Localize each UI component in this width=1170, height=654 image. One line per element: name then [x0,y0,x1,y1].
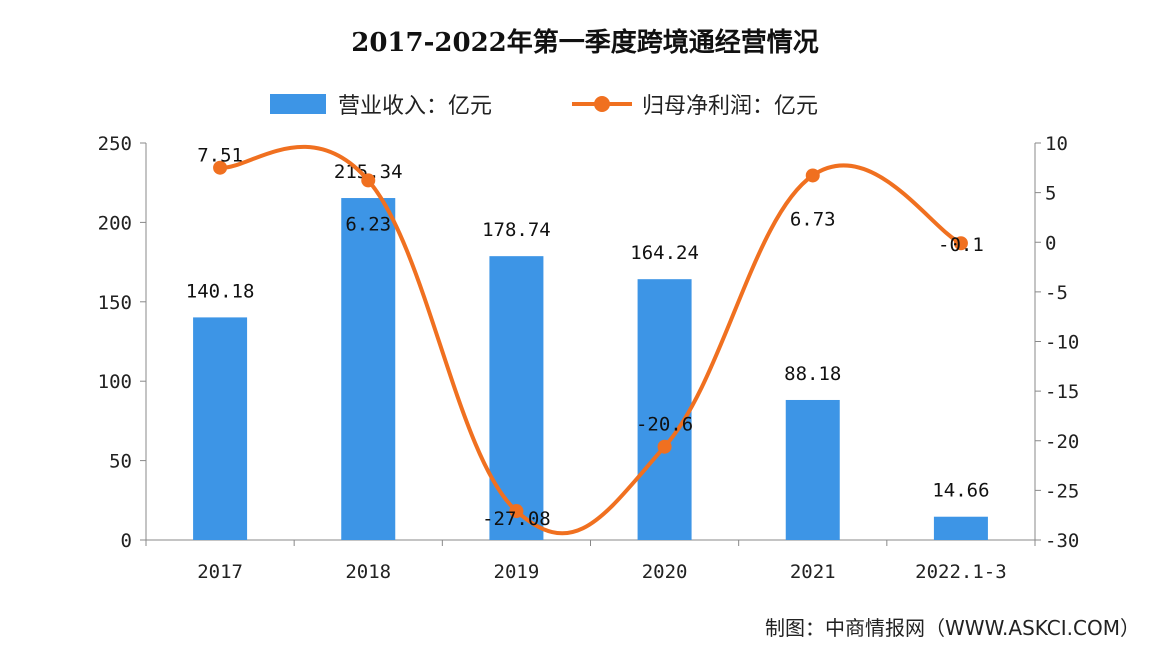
legend-bar-swatch [270,94,326,114]
bar [193,317,248,540]
line-value-label: 6.23 [345,213,391,235]
bar-value-label: 88.18 [784,363,841,385]
bar [489,256,544,540]
right-tick-label: 5 [1045,183,1056,205]
x-tick-label: 2017 [197,561,243,583]
chart-title: 2017-2022年第一季度跨境通经营情况 [351,28,819,58]
legend-line-label: 归母净利润：亿元 [642,94,819,119]
line-series [219,145,962,536]
bar-value-label: 164.24 [630,242,699,264]
line-point [953,236,968,251]
line-point [805,168,820,183]
source-note: 制图：中商情报网（WWW.ASKCI.COM） [765,616,1140,640]
bar [637,279,692,540]
line-point [509,504,524,519]
x-tick-label: 2020 [642,561,688,583]
legend: 营业收入：亿元 归母净利润：亿元 [270,88,818,120]
right-tick-label: -10 [1045,332,1079,354]
legend-bar-label: 营业收入：亿元 [338,94,493,119]
x-tick-label: 2022.1-3 [915,561,1007,583]
bar [933,516,988,540]
bar-value-label: 14.66 [932,480,989,502]
line-value-label: -0.1 [938,234,984,256]
left-tick-label: 0 [121,530,132,552]
bar-value-label: 178.74 [482,219,551,241]
legend-line-swatch [572,96,633,112]
left-tick-label: 150 [98,292,132,314]
x-tick-label: 2019 [494,561,540,583]
right-tick-label: -25 [1045,480,1079,502]
left-tick-label: 100 [98,371,132,393]
x-tick-label: 2018 [345,561,391,583]
bar-value-label: 140.18 [186,280,255,302]
right-tick-label: 10 [1045,133,1068,155]
line-value-label: 7.51 [197,145,243,167]
bar [785,399,840,540]
right-tick-label: -5 [1045,282,1068,304]
right-tick-label: -15 [1045,381,1079,403]
line-point [657,439,672,454]
right-tick-label: 0 [1045,232,1056,254]
line-value-label: 6.73 [790,208,836,230]
line-point [213,160,228,175]
right-tick-label: -30 [1045,530,1079,552]
bar-value-label: 215.34 [334,161,403,183]
right-tick-label: -20 [1045,431,1079,453]
left-tick-label: 50 [109,451,132,473]
left-tick-label: 200 [98,212,132,234]
bar [341,198,396,540]
line-value-label: -27.08 [482,508,551,530]
line-point [361,173,376,188]
line-value-label: -20.6 [636,414,693,436]
x-tick-label: 2021 [790,561,836,583]
left-tick-label: 250 [98,133,132,155]
